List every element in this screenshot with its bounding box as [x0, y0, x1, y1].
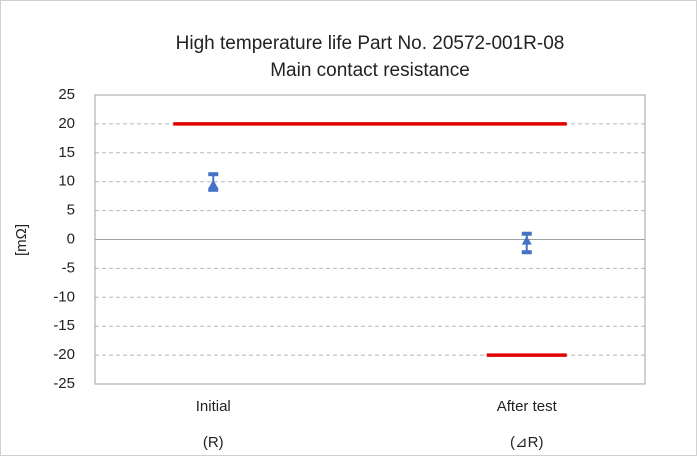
chart-subtitle: Main contact resistance [270, 60, 470, 81]
average-marker [521, 235, 532, 245]
y-tick-label: -25 [53, 375, 75, 392]
y-tick-label: -10 [53, 288, 75, 305]
max-cap [521, 231, 532, 236]
y-tick-label: 0 [67, 230, 75, 247]
chart-title: High temperature life Part No. 20572-001… [176, 33, 565, 54]
x-tick-label: After test [497, 398, 558, 415]
average-marker [208, 179, 219, 189]
y-tick-label: 20 [58, 115, 75, 132]
min-cap [521, 250, 532, 255]
plot-frame [94, 94, 646, 385]
y-tick-label: 15 [58, 144, 75, 161]
max-cap [208, 172, 219, 177]
y-tick-label: 5 [67, 202, 75, 219]
y-tick-label: 25 [58, 86, 75, 103]
y-axis-label: [mΩ] [13, 224, 30, 256]
min-cap [208, 187, 219, 192]
y-tick-label: -15 [53, 317, 75, 334]
y-tick-label: 10 [58, 173, 75, 190]
x-tick-label: Initial [196, 398, 231, 415]
y-tick-label: -20 [53, 346, 75, 363]
x-tick-sublabel: (R) [203, 434, 224, 451]
x-tick-sublabel: (⊿R) [510, 434, 543, 451]
y-tick-label: -5 [62, 259, 75, 276]
